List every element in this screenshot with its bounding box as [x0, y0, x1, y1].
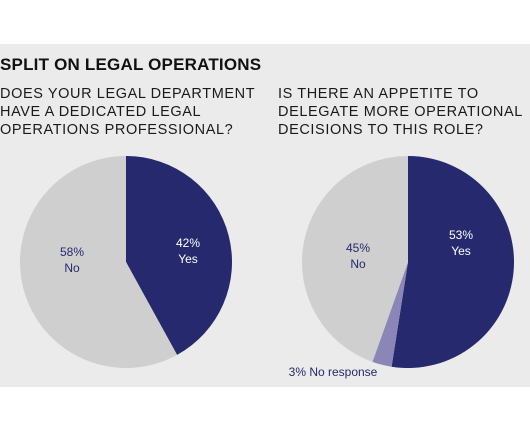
right-question-line: DELEGATE MORE OPERATIONAL [278, 104, 523, 120]
pie-slice-yes [126, 156, 233, 355]
left-question-line: OPERATIONS PROFESSIONAL? [0, 122, 234, 138]
right-question: IS THERE AN APPETITE TO DELEGATE MORE OP… [278, 85, 528, 139]
pie-label-percent: 45% [346, 241, 370, 255]
pie-slice-no [20, 156, 178, 368]
pie-label-no: 58% No [60, 245, 84, 275]
pie-label-yes: 42% Yes [176, 236, 200, 266]
right-question-line: DECISIONS TO THIS ROLE? [278, 122, 484, 138]
pie-slice-no-response [372, 262, 408, 367]
left-question-line: HAVE A DEDICATED LEGAL [0, 104, 202, 120]
pie-label-no: 45% No [346, 241, 370, 271]
chart-heading: SPLIT ON LEGAL OPERATIONS [0, 55, 262, 74]
right-question-line: IS THERE AN APPETITE TO [278, 86, 479, 102]
pie-label-no-response: 3% No response [289, 365, 378, 379]
pie-label-percent: 58% [60, 245, 84, 259]
pie-slice-no [301, 156, 408, 362]
pie-label-yes: 53% Yes [449, 228, 473, 258]
left-question: DOES YOUR LEGAL DEPARTMENT HAVE A DEDICA… [0, 85, 256, 139]
pie-label-category: No [64, 261, 80, 275]
pie-label-category: Yes [178, 252, 198, 266]
pie-label-percent: 53% [449, 228, 473, 242]
pie-label-percent: 42% [176, 236, 200, 250]
pie-slice-yes [391, 156, 515, 368]
pie-label-category: No [350, 257, 366, 271]
pie-label-category: Yes [451, 244, 471, 258]
left-question-line: DOES YOUR LEGAL DEPARTMENT [0, 86, 256, 102]
